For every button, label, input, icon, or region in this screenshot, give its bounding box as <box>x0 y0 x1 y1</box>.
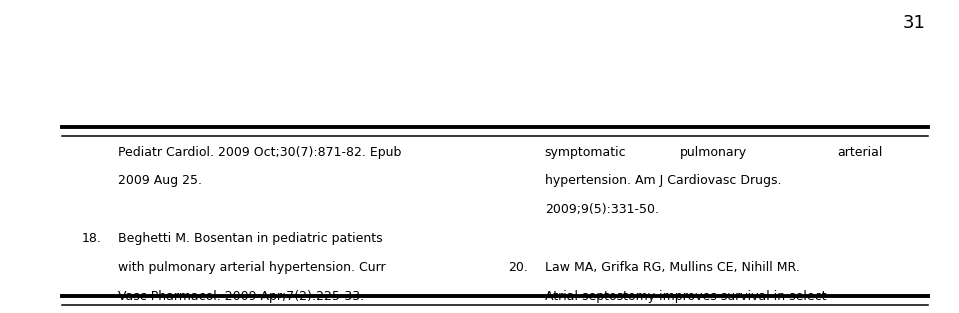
Text: 2009;9(5):331-50.: 2009;9(5):331-50. <box>545 203 659 216</box>
Text: Pediatr Cardiol. 2009 Oct;30(7):871-82. Epub: Pediatr Cardiol. 2009 Oct;30(7):871-82. … <box>118 146 401 159</box>
Text: Atrial septostomy improves survival in select: Atrial septostomy improves survival in s… <box>545 290 827 303</box>
Text: 20.: 20. <box>508 261 528 274</box>
Text: arterial: arterial <box>837 146 882 159</box>
Text: 18.: 18. <box>82 232 102 245</box>
Text: with pulmonary arterial hypertension. Curr: with pulmonary arterial hypertension. Cu… <box>118 261 386 274</box>
Text: symptomatic: symptomatic <box>545 146 626 159</box>
Text: Beghetti M. Bosentan in pediatric patients: Beghetti M. Bosentan in pediatric patien… <box>118 232 383 245</box>
Text: hypertension. Am J Cardiovasc Drugs.: hypertension. Am J Cardiovasc Drugs. <box>545 174 782 187</box>
Text: 31: 31 <box>902 14 925 32</box>
Text: 2009 Aug 25.: 2009 Aug 25. <box>118 174 202 187</box>
Text: pulmonary: pulmonary <box>680 146 747 159</box>
Text: Law MA, Grifka RG, Mullins CE, Nihill MR.: Law MA, Grifka RG, Mullins CE, Nihill MR… <box>545 261 800 274</box>
Text: Vasc Pharmacol. 2009 Apr;7(2):225-33.: Vasc Pharmacol. 2009 Apr;7(2):225-33. <box>118 290 364 303</box>
